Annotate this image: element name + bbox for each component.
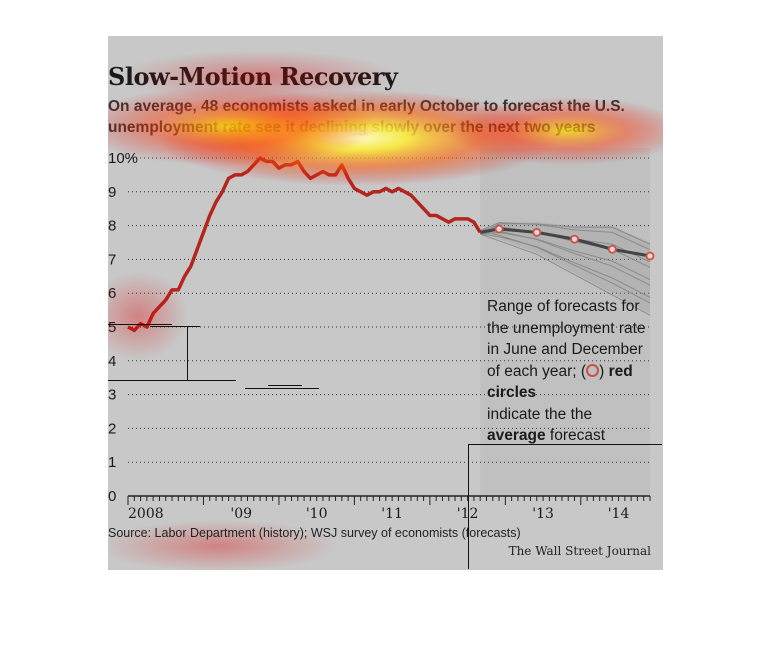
- x-tick-label: '10: [306, 506, 328, 522]
- annotation-red-circles: red circles: [487, 362, 633, 402]
- y-tick-label: 9: [108, 184, 116, 201]
- annotation-close-paren: ): [599, 362, 605, 380]
- red-circle-icon: [586, 363, 600, 377]
- annotation-forecast: forecast: [549, 427, 606, 444]
- x-tick-label: '12: [457, 506, 479, 522]
- y-tick-label: 2: [108, 420, 116, 437]
- artifact-line: [468, 444, 662, 445]
- y-tick-label: 4: [108, 353, 116, 370]
- y-tick-label: 6: [108, 285, 116, 302]
- x-tick-label: '14: [608, 506, 630, 522]
- forecast-range-line: [479, 223, 651, 245]
- artifact-line: [468, 444, 469, 569]
- forecast-range-line: [480, 230, 651, 304]
- average-forecast-marker: [645, 251, 655, 261]
- annotation-text: Range of forecasts for the unemployment …: [487, 298, 646, 380]
- x-tick-label: '11: [381, 506, 403, 522]
- forecast-range-line: [480, 233, 651, 298]
- publisher-credit: The Wall Street Journal: [508, 544, 651, 558]
- x-tick-label: '09: [230, 506, 252, 522]
- average-forecast-marker: [532, 227, 542, 237]
- forecast-range-line: [479, 222, 651, 251]
- artifact-line: [108, 324, 172, 325]
- forecast-annotation: Range of forecasts for the unemployment …: [487, 296, 657, 447]
- y-tick-label: 1: [108, 454, 116, 471]
- forecast-range-line: [480, 233, 651, 316]
- annotation-indicate: indicate the the: [487, 405, 593, 423]
- artifact-line: [150, 326, 200, 327]
- average-forecast-marker: [570, 234, 579, 244]
- chart-panel: Slow-Motion Recovery On average, 48 econ…: [108, 36, 663, 570]
- y-tick-label: 8: [108, 218, 116, 235]
- forecast-range-area: [480, 222, 650, 314]
- x-tick-label: '13: [532, 506, 554, 522]
- average-forecast-marker: [607, 244, 617, 254]
- forecast-range-line: [480, 231, 651, 281]
- forecast-shaded-region: [480, 148, 650, 496]
- y-tick-label: 7: [108, 251, 116, 268]
- y-tick-label: 0: [108, 488, 116, 505]
- history-line: [127, 156, 482, 333]
- y-tick-label: 10%: [108, 150, 138, 167]
- annotation-average: average: [487, 427, 546, 444]
- average-forecast-marker: [494, 224, 504, 234]
- y-tick-label: 3: [108, 387, 116, 404]
- x-tick-label: 2008: [128, 506, 164, 522]
- y-tick-label: 5: [108, 319, 116, 336]
- source-note: Source: Labor Department (history); WSJ …: [108, 526, 521, 540]
- artifact-line: [245, 388, 319, 389]
- artifact-line: [187, 326, 188, 380]
- artifact-line: [268, 385, 302, 386]
- artifact-line: [108, 380, 236, 381]
